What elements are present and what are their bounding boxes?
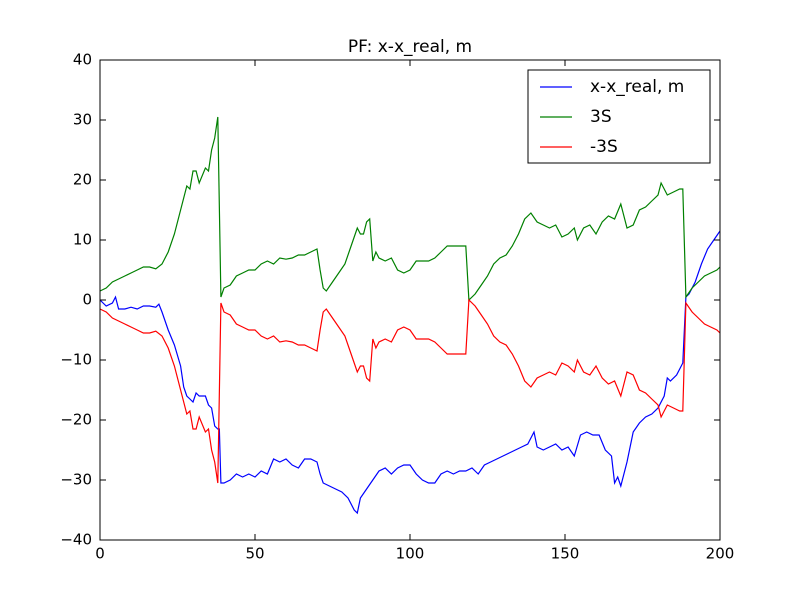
legend-label: 3S: [590, 107, 612, 127]
data-line: [99, 230, 721, 515]
y-tick-label: 0: [82, 291, 92, 309]
y-tick-label: 40: [73, 51, 92, 69]
x-tick-label: 150: [551, 545, 580, 563]
x-tick-label: 0: [95, 545, 105, 563]
legend-label: -3S: [590, 137, 618, 157]
y-tick-label: 30: [73, 111, 92, 129]
data-line: [99, 298, 721, 484]
legend-label: x-x_real, m: [590, 77, 684, 97]
y-tick-label: −20: [60, 411, 92, 429]
chart-title: PF: x-x_real, m: [348, 37, 472, 57]
y-tick-label: 20: [73, 171, 92, 189]
y-tick-label: −10: [60, 351, 92, 369]
x-tick-label: 50: [245, 545, 264, 563]
data-line: [99, 116, 721, 302]
x-tick-label: 100: [396, 545, 425, 563]
y-tick-label: −30: [60, 471, 92, 489]
x-tick-label: 200: [706, 545, 735, 563]
y-tick-label: −40: [60, 531, 92, 549]
y-tick-label: 10: [73, 231, 92, 249]
